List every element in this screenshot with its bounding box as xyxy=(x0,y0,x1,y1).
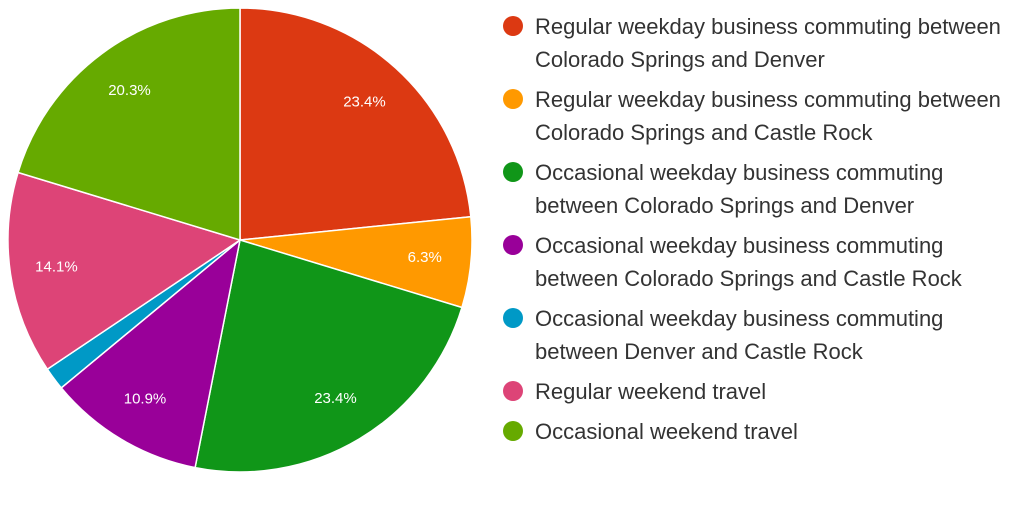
legend-label: Occasional weekday business commuting be… xyxy=(535,160,944,218)
pie-slice xyxy=(17,7,241,242)
legend-label: Regular weekday business commuting betwe… xyxy=(535,14,1001,72)
legend-swatch xyxy=(503,89,523,109)
pie-chart: 23.4% 6.3% 23.4% 10.9% 14.1% 20.3% xyxy=(7,7,473,473)
pie-slice xyxy=(7,171,242,371)
pie-slice xyxy=(60,238,242,469)
pie-slice xyxy=(194,239,463,473)
slice-label: 23.4% xyxy=(314,390,357,407)
slice-label: 6.3% xyxy=(408,249,442,266)
legend-swatch xyxy=(503,308,523,328)
legend-item: Occasional weekday business commuting be… xyxy=(503,302,1017,368)
legend-swatch xyxy=(503,421,523,441)
slice-label: 23.4% xyxy=(343,93,386,110)
legend-swatch xyxy=(503,235,523,255)
legend-label: Occasional weekday business commuting be… xyxy=(535,306,944,364)
legend-label: Regular weekend travel xyxy=(535,379,767,404)
legend-item: Occasional weekend travel xyxy=(503,415,1017,448)
slice-label: 14.1% xyxy=(35,258,78,275)
legend-swatch xyxy=(503,381,523,401)
legend: Regular weekday business commuting betwe… xyxy=(503,10,1017,455)
legend-label: Occasional weekday business commuting be… xyxy=(535,233,962,291)
legend-swatch xyxy=(503,162,523,182)
legend-label: Regular weekday business commuting betwe… xyxy=(535,87,1001,145)
pie-slice xyxy=(239,7,472,241)
slice-label: 10.9% xyxy=(124,390,167,407)
legend-item: Regular weekday business commuting betwe… xyxy=(503,10,1017,76)
legend-item: Occasional weekday business commuting be… xyxy=(503,156,1017,222)
legend-swatch xyxy=(503,16,523,36)
legend-item: Regular weekday business commuting betwe… xyxy=(503,83,1017,149)
legend-label: Occasional weekend travel xyxy=(535,419,798,444)
legend-item: Regular weekend travel xyxy=(503,375,1017,408)
legend-item: Occasional weekday business commuting be… xyxy=(503,229,1017,295)
slice-label: 20.3% xyxy=(108,82,151,99)
